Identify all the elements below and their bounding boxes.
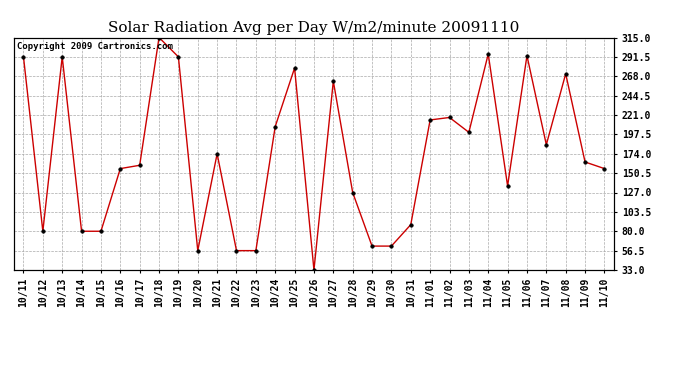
Text: Copyright 2009 Cartronics.com: Copyright 2009 Cartronics.com xyxy=(17,42,172,51)
Title: Solar Radiation Avg per Day W/m2/minute 20091110: Solar Radiation Avg per Day W/m2/minute … xyxy=(108,21,520,35)
